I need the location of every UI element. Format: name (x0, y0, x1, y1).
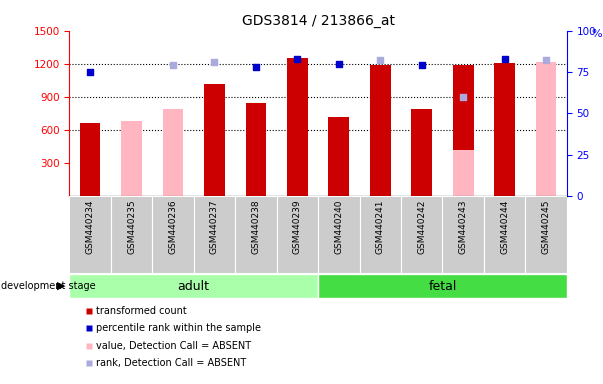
Bar (111, 196, 152, 273)
Bar (69, 274, 318, 298)
Text: GSM440237: GSM440237 (210, 200, 219, 254)
Bar (494, 63, 515, 196)
Bar (163, 109, 183, 196)
Bar (443, 196, 484, 273)
Text: rank, Detection Call = ABSENT: rank, Detection Call = ABSENT (96, 358, 247, 368)
Text: GSM440244: GSM440244 (500, 200, 509, 254)
Bar (80, 123, 101, 196)
Bar (69, 196, 111, 273)
Point (210, 59, 219, 65)
Text: GSM440243: GSM440243 (459, 200, 468, 254)
Text: ▶: ▶ (57, 281, 65, 291)
Text: GSM440235: GSM440235 (127, 200, 136, 254)
Point (417, 62, 426, 68)
Bar (245, 103, 267, 196)
Text: GSM440240: GSM440240 (334, 200, 343, 254)
Text: adult: adult (178, 280, 210, 293)
Text: GSM440239: GSM440239 (293, 200, 302, 254)
Text: GSM440238: GSM440238 (251, 200, 260, 254)
Bar (359, 196, 401, 273)
Bar (525, 196, 567, 273)
Bar (484, 196, 525, 273)
Point (541, 57, 551, 63)
Text: value, Detection Call = ABSENT: value, Detection Call = ABSENT (96, 341, 251, 351)
Text: GSM440241: GSM440241 (376, 200, 385, 254)
Bar (287, 58, 308, 196)
Bar (194, 196, 235, 273)
Point (85, 69, 95, 75)
Bar (204, 84, 225, 196)
Text: GSM440234: GSM440234 (86, 200, 95, 254)
Bar (453, 65, 473, 196)
Point (334, 61, 344, 67)
Bar (401, 196, 443, 273)
Point (376, 57, 385, 63)
Bar (235, 196, 277, 273)
Title: GDS3814 / 213866_at: GDS3814 / 213866_at (242, 14, 394, 28)
Text: fetal: fetal (428, 280, 456, 293)
Point (500, 56, 510, 62)
Text: GSM440242: GSM440242 (417, 200, 426, 254)
Y-axis label: %: % (592, 29, 602, 39)
Bar (152, 196, 194, 273)
Bar (121, 121, 142, 196)
Text: development stage: development stage (1, 281, 96, 291)
Bar (370, 65, 391, 196)
Bar (329, 117, 349, 196)
Text: percentile rank within the sample: percentile rank within the sample (96, 323, 262, 333)
Text: GSM440245: GSM440245 (541, 200, 551, 254)
Text: transformed count: transformed count (96, 306, 187, 316)
Bar (277, 196, 318, 273)
Point (292, 56, 302, 62)
Point (251, 64, 260, 70)
Bar (453, 150, 473, 196)
Bar (318, 196, 359, 273)
Bar (535, 62, 557, 196)
Point (168, 62, 178, 68)
Point (458, 94, 468, 100)
Text: GSM440236: GSM440236 (168, 200, 177, 254)
Bar (318, 274, 567, 298)
Bar (411, 109, 432, 196)
